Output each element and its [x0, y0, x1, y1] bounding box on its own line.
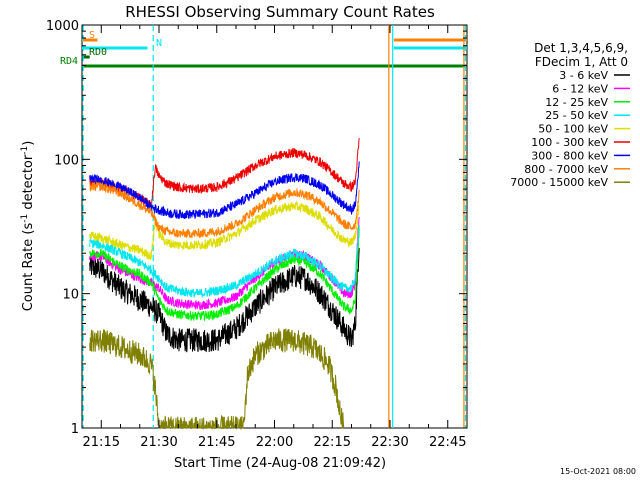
series-line-7 [89, 181, 360, 239]
x-tick-label-0: 21:15 [83, 435, 120, 450]
legend-label-3: 25 - 50 keV [545, 109, 608, 122]
y-tick-label-0: 1 [71, 422, 79, 437]
legend: Det 1,3,4,5,6,9, FDecim 1, Att 0 3 - 6 k… [510, 41, 630, 189]
series-line-4 [89, 200, 360, 261]
x-axis-label: Start Time (24-Aug-08 21:09:42) [174, 456, 386, 471]
legend-header-2: FDecim 1, Att 0 [535, 55, 628, 69]
legend-label-8: 7000 - 15000 keV [510, 176, 608, 189]
y-axis-label: Count Rate (s-1 detector-1) [20, 141, 36, 312]
legend-label-6: 300 - 800 keV [531, 149, 608, 162]
legend-label-4: 50 - 100 keV [538, 123, 608, 136]
x-tick-label-2: 21:45 [198, 435, 235, 450]
legend-header-1: Det 1,3,4,5,6,9, [534, 41, 628, 55]
y-axis-label-sup1: -1 [20, 214, 30, 223]
y-tick-label-2: 100 [54, 153, 79, 168]
x-tick-label-4: 22:15 [314, 435, 351, 450]
footer-date: 15-Oct-2021 08:00 [560, 467, 636, 476]
flag-label-S: S [89, 30, 95, 41]
legend-label-5: 100 - 300 keV [531, 136, 608, 149]
flag-label-RD0: RD0 [89, 47, 107, 58]
series-line-6 [89, 161, 360, 220]
series-line-8 [89, 328, 345, 430]
series-line-3 [89, 224, 360, 298]
series-line-0 [89, 247, 360, 353]
y-tick-label-3: 1000 [46, 19, 79, 34]
axes: 21:15 21:30 21:45 22:00 22:15 22:30 22:45 1 10 10… [46, 19, 468, 450]
vertical-markers [82, 25, 467, 428]
flag-label-N: N [156, 38, 162, 49]
flag-bars: S N RD0 RD4 [60, 30, 467, 68]
flag-label-RD4: RD4 [60, 56, 78, 67]
legend-label-1: 6 - 12 keV [552, 82, 608, 95]
y-axis-label-sup2: -1 [20, 146, 30, 155]
x-tick-label-5: 22:30 [371, 435, 408, 450]
y-axis-label-end: ) [21, 141, 36, 146]
legend-label-2: 12 - 25 keV [545, 96, 608, 109]
plot-frame [81, 24, 468, 429]
series-lines [89, 138, 360, 430]
legend-label-7: 800 - 7000 keV [524, 163, 608, 176]
y-tick-label-1: 10 [62, 288, 79, 303]
x-tick-label-1: 21:30 [140, 435, 177, 450]
series-line-2 [89, 226, 360, 322]
y-axis-label-main: Count Rate (s [21, 223, 36, 312]
chart-title: RHESSI Observing Summary Count Rates [125, 3, 435, 21]
x-tick-label-3: 22:00 [256, 435, 293, 450]
legend-label-0: 3 - 6 keV [559, 69, 608, 82]
x-tick-label-6: 22:45 [429, 435, 466, 450]
y-axis-label-mid: detector [21, 154, 36, 214]
